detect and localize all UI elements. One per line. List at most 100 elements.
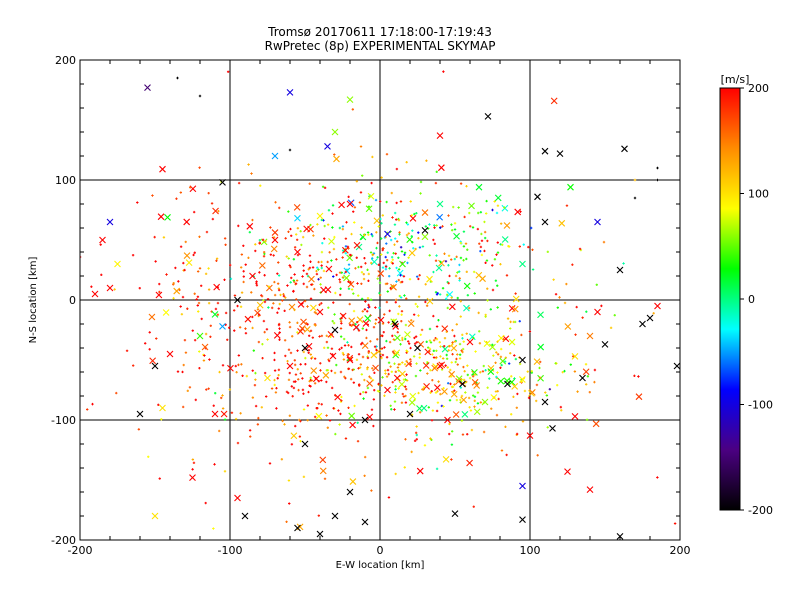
data-point-dot bbox=[239, 412, 242, 415]
data-point-cross bbox=[183, 218, 191, 226]
data-point-dot bbox=[226, 338, 229, 341]
data-point-dot bbox=[395, 167, 399, 171]
data-point-dot bbox=[308, 182, 311, 185]
data-point-cross bbox=[494, 194, 502, 202]
data-point-dot bbox=[362, 272, 365, 276]
data-point-cross bbox=[541, 147, 549, 155]
data-point-dot bbox=[458, 342, 462, 346]
data-point-dot bbox=[480, 232, 483, 236]
data-point-dot bbox=[369, 251, 373, 254]
data-point-dot bbox=[251, 396, 255, 399]
data-point-dot bbox=[429, 341, 433, 344]
data-point-dot bbox=[196, 270, 200, 273]
data-point-dot bbox=[216, 313, 220, 316]
data-point-dot bbox=[400, 401, 404, 404]
data-point-dot bbox=[403, 253, 406, 256]
data-point-dot bbox=[350, 324, 353, 327]
data-point-dot bbox=[441, 287, 445, 290]
data-point-dot bbox=[692, 233, 694, 235]
data-point-cross bbox=[426, 275, 433, 283]
data-point-dot bbox=[307, 334, 311, 337]
data-point-dot bbox=[505, 453, 508, 457]
data-point-dot bbox=[458, 353, 462, 356]
data-point-dot bbox=[425, 159, 428, 162]
data-point-cross bbox=[301, 440, 309, 448]
data-point-dot bbox=[536, 454, 539, 457]
data-point-dot bbox=[622, 262, 625, 265]
data-point-dot bbox=[338, 278, 341, 281]
data-point-dot bbox=[337, 409, 340, 412]
data-point-cross bbox=[406, 236, 414, 243]
data-point-dot bbox=[573, 370, 577, 373]
data-point-dot bbox=[578, 247, 582, 251]
data-point-dot bbox=[387, 496, 391, 499]
data-point-dot bbox=[385, 153, 389, 156]
data-point-dot bbox=[448, 274, 451, 278]
data-point-cross bbox=[508, 338, 516, 346]
data-point-dot bbox=[410, 319, 413, 322]
data-point-dot bbox=[376, 241, 379, 245]
data-point-dot bbox=[530, 370, 534, 373]
data-point-dot bbox=[275, 407, 278, 410]
data-point-dot bbox=[292, 279, 295, 282]
data-point-dot bbox=[258, 238, 262, 242]
data-point-dot bbox=[384, 369, 387, 372]
data-point-dot bbox=[503, 206, 506, 209]
data-point-dot bbox=[561, 370, 564, 374]
data-point-dot bbox=[412, 247, 415, 250]
data-point-dot bbox=[338, 280, 342, 284]
data-point-dot bbox=[391, 258, 394, 261]
data-point-dot bbox=[370, 233, 373, 236]
data-point-dot bbox=[301, 235, 305, 239]
data-point-dot bbox=[552, 278, 555, 281]
data-point-dot bbox=[370, 408, 374, 411]
data-point-dot bbox=[261, 356, 264, 360]
data-point-cross bbox=[450, 344, 458, 352]
data-point-dot bbox=[478, 342, 482, 345]
data-point-dot bbox=[297, 388, 300, 392]
data-point-cross bbox=[511, 305, 519, 313]
data-point-dot bbox=[278, 338, 281, 341]
data-point-dot bbox=[292, 380, 296, 383]
data-point-dot bbox=[419, 369, 422, 372]
data-point-dot bbox=[258, 241, 261, 244]
data-point-dot bbox=[158, 290, 161, 294]
data-point-cross bbox=[353, 241, 361, 249]
data-point-dot bbox=[359, 145, 363, 148]
data-point-dot bbox=[369, 298, 373, 301]
data-point-cross bbox=[564, 323, 572, 330]
data-point-dot bbox=[351, 108, 355, 111]
data-point-dot bbox=[251, 218, 254, 222]
data-point-dot bbox=[466, 364, 469, 367]
data-point-dot bbox=[469, 225, 472, 228]
data-point-cross bbox=[466, 459, 473, 467]
data-point-dot bbox=[435, 409, 439, 413]
data-point-dot bbox=[391, 380, 394, 384]
data-point-dot bbox=[362, 277, 366, 281]
data-point-dot bbox=[340, 399, 343, 402]
data-point-dot bbox=[382, 261, 385, 265]
data-point-dot bbox=[484, 261, 487, 265]
data-point-dot bbox=[375, 246, 378, 250]
data-point-dot bbox=[392, 352, 396, 355]
data-point-dot bbox=[315, 272, 319, 276]
data-point-dot bbox=[330, 386, 334, 390]
data-point-cross bbox=[390, 283, 397, 291]
data-point-dot bbox=[393, 408, 396, 411]
data-point-cross bbox=[258, 262, 266, 269]
data-point-dot bbox=[633, 374, 636, 378]
data-point-cross bbox=[189, 474, 196, 481]
data-point-dot bbox=[221, 394, 224, 397]
data-point-dot bbox=[452, 390, 455, 393]
data-point-cross bbox=[466, 338, 474, 346]
data-point-dot bbox=[465, 185, 468, 188]
data-point-cross bbox=[294, 248, 301, 256]
data-point-dot bbox=[309, 353, 312, 356]
data-point-dot bbox=[204, 501, 207, 505]
data-point-cross bbox=[310, 367, 318, 375]
data-point-dot bbox=[435, 170, 438, 174]
data-point-dot bbox=[360, 341, 364, 345]
data-point-dot bbox=[277, 368, 281, 372]
data-point-cross bbox=[503, 222, 511, 229]
data-point-dot bbox=[342, 358, 346, 361]
